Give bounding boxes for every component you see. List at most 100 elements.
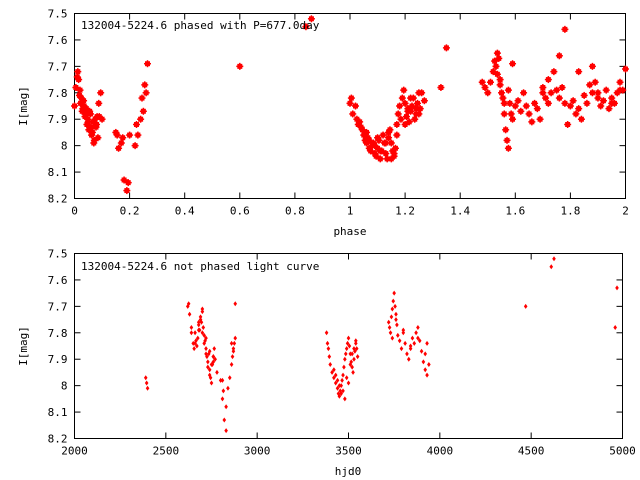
data-point: [343, 356, 347, 362]
data-point: [206, 351, 211, 357]
data-point: [333, 372, 338, 378]
phased-data-points: [71, 15, 629, 195]
data-point: [74, 68, 82, 76]
data-point: [425, 340, 429, 346]
data-point: [577, 115, 585, 123]
data-point: [517, 107, 525, 115]
data-point: [124, 179, 132, 187]
data-point: [343, 396, 347, 402]
data-point: [608, 99, 616, 107]
data-point: [615, 285, 619, 291]
data-point: [75, 91, 83, 99]
data-point: [207, 372, 212, 378]
data-point: [550, 68, 558, 76]
data-point: [487, 78, 495, 86]
data-point: [525, 110, 533, 118]
data-point: [339, 391, 343, 397]
data-point: [552, 256, 556, 262]
data-point: [417, 338, 422, 344]
data-point: [390, 150, 398, 158]
data-point: [211, 354, 216, 360]
data-point: [405, 118, 413, 126]
unphased-x-tick-label: 4500: [518, 445, 545, 458]
data-point: [352, 102, 360, 110]
data-point: [123, 187, 131, 195]
data-point: [196, 335, 200, 341]
unphased-x-tick-label: 2000: [61, 445, 88, 458]
data-point: [204, 351, 208, 357]
data-point: [213, 356, 217, 362]
phased-y-axis-label: I[mag]: [17, 86, 30, 126]
unphased-chart-title: 132004-5224.6 not phased light curve: [81, 260, 319, 273]
data-point: [408, 346, 413, 352]
data-point: [193, 340, 197, 346]
unphased-x-axis-label: hjd0: [335, 465, 362, 478]
data-point: [406, 356, 411, 362]
data-point: [92, 123, 100, 131]
data-point: [396, 102, 404, 110]
unphased-y-tick-label: 7.6: [48, 274, 68, 287]
data-point: [346, 380, 351, 386]
data-point: [398, 94, 406, 102]
data-point: [139, 107, 147, 115]
data-point: [220, 377, 225, 383]
data-point: [419, 348, 424, 354]
unphased-y-tick-label: 8: [61, 380, 68, 393]
data-point: [395, 322, 399, 328]
data-point: [126, 131, 134, 139]
data-point: [393, 121, 401, 128]
phased-x-tick-label: 0.4: [175, 205, 195, 218]
data-point: [86, 110, 94, 118]
unphased-x-tick-label: 4000: [427, 445, 454, 458]
data-point: [141, 81, 149, 89]
data-point: [346, 99, 354, 107]
data-point: [397, 115, 405, 123]
phased-x-tick-label: 0: [71, 205, 78, 218]
data-point: [85, 126, 93, 134]
data-point: [354, 340, 358, 346]
data-point: [597, 102, 605, 110]
data-point: [119, 134, 127, 142]
data-point: [403, 340, 407, 346]
phased-axis-ticks: 0 0.2 0.4 0.6 0.8 1 1.2 1.4 1.6 1.8 2 7.5 7.6 7.7 7.8 7…: [48, 8, 629, 218]
data-point: [415, 110, 423, 118]
data-point: [193, 330, 197, 336]
data-point: [418, 89, 426, 97]
data-point: [342, 364, 346, 370]
data-point: [561, 99, 569, 107]
data-point: [191, 340, 196, 346]
data-point: [502, 126, 510, 134]
phased-x-tick-label: 1.4: [450, 205, 470, 218]
data-point: [93, 113, 101, 121]
phased-y-tick-label: 7.7: [48, 60, 68, 73]
data-point: [337, 393, 342, 399]
data-point: [499, 94, 507, 102]
data-point: [404, 107, 412, 115]
data-point: [196, 327, 201, 333]
data-point: [390, 335, 395, 341]
data-point: [514, 97, 522, 105]
data-point: [504, 144, 512, 152]
data-point: [328, 362, 333, 367]
data-point: [547, 89, 555, 97]
data-point: [388, 330, 393, 336]
data-point: [231, 346, 236, 352]
data-point: [500, 110, 508, 118]
data-point: [586, 81, 594, 89]
phased-x-tick-label: 0.2: [120, 205, 140, 218]
data-point: [341, 388, 345, 394]
data-point: [332, 367, 336, 373]
data-point: [347, 94, 355, 102]
data-point: [344, 346, 349, 352]
data-point: [343, 351, 348, 357]
data-point: [385, 128, 393, 136]
data-point: [427, 362, 431, 367]
data-point: [145, 385, 150, 391]
data-point: [616, 86, 624, 94]
unphased-y-axis-label: I[mag]: [17, 326, 30, 366]
data-point: [511, 102, 519, 110]
data-point: [355, 354, 360, 360]
data-point: [412, 340, 417, 346]
data-point: [72, 84, 80, 91]
data-point: [489, 68, 497, 76]
